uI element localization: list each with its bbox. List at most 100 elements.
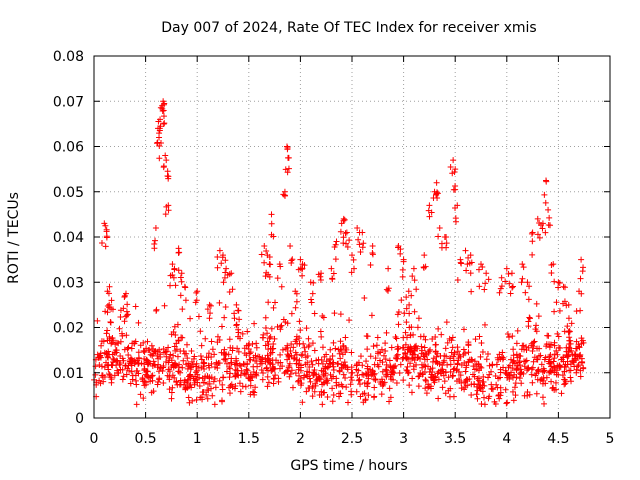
data-point	[425, 207, 432, 214]
data-point	[346, 317, 353, 324]
data-point	[153, 306, 160, 313]
data-point	[354, 372, 361, 379]
data-point	[344, 366, 351, 373]
data-point	[206, 315, 213, 322]
data-point	[316, 392, 323, 399]
data-point	[475, 375, 482, 382]
data-point	[336, 367, 343, 374]
data-point	[483, 270, 490, 277]
data-point	[529, 251, 536, 258]
data-point	[115, 370, 122, 377]
data-point	[511, 384, 518, 391]
data-point	[465, 358, 472, 365]
data-point	[274, 323, 281, 330]
data-point	[523, 343, 530, 350]
data-point	[427, 374, 434, 381]
data-point	[178, 270, 185, 277]
data-point	[342, 230, 349, 237]
data-point	[424, 356, 431, 363]
data-point	[337, 228, 344, 235]
data-point	[220, 279, 227, 286]
data-point	[419, 364, 426, 371]
data-point	[362, 396, 369, 403]
data-point	[519, 261, 526, 268]
data-point	[336, 350, 343, 357]
data-point	[206, 301, 213, 308]
data-point	[399, 355, 406, 362]
data-point	[169, 372, 176, 379]
data-point	[287, 348, 294, 355]
data-point	[383, 329, 390, 336]
data-point	[413, 286, 420, 293]
data-point	[394, 351, 401, 358]
data-point	[424, 363, 431, 370]
data-point	[502, 386, 509, 393]
data-point	[385, 287, 392, 294]
data-point	[207, 310, 214, 317]
data-point	[465, 349, 472, 356]
data-point	[128, 368, 135, 375]
data-point	[548, 262, 555, 269]
data-point	[530, 358, 537, 365]
data-point	[330, 391, 337, 398]
data-point	[374, 350, 381, 357]
y-tick-label: 0	[75, 411, 84, 427]
data-point	[575, 341, 582, 348]
data-point	[297, 367, 304, 374]
data-point	[147, 378, 154, 385]
data-point	[359, 371, 366, 378]
data-point	[117, 314, 124, 321]
data-point	[243, 342, 250, 349]
data-point	[218, 323, 225, 330]
data-point	[197, 353, 204, 360]
data-point	[154, 139, 161, 146]
data-point	[322, 364, 329, 371]
data-point	[264, 367, 271, 374]
data-point	[218, 260, 225, 267]
data-point	[285, 353, 292, 360]
data-point	[233, 362, 240, 369]
data-point	[407, 360, 414, 367]
data-point	[323, 377, 330, 384]
data-point	[406, 301, 413, 308]
data-point	[397, 361, 404, 368]
data-point	[199, 375, 206, 382]
data-point	[340, 217, 347, 224]
data-point	[363, 358, 370, 365]
data-point	[385, 265, 392, 272]
data-point	[297, 327, 304, 334]
data-point	[141, 382, 148, 389]
data-point	[285, 165, 292, 172]
data-point	[211, 401, 218, 408]
data-point	[201, 359, 208, 366]
data-point	[181, 350, 188, 357]
data-point	[574, 363, 581, 370]
data-point	[175, 337, 182, 344]
data-point	[264, 383, 271, 390]
data-point	[237, 388, 244, 395]
data-point	[320, 314, 327, 321]
data-point	[520, 264, 527, 271]
data-point	[250, 388, 257, 395]
data-point	[439, 384, 446, 391]
data-point	[405, 346, 412, 353]
data-point	[318, 333, 325, 340]
data-point	[187, 315, 194, 322]
data-point	[340, 371, 347, 378]
data-point	[239, 330, 246, 337]
data-point	[529, 347, 536, 354]
data-point	[540, 365, 547, 372]
data-point	[395, 244, 402, 251]
data-point	[311, 388, 318, 395]
data-point	[128, 355, 135, 362]
data-point	[324, 394, 331, 401]
data-point	[534, 231, 541, 238]
data-point	[214, 264, 221, 271]
data-point	[387, 394, 394, 401]
data-point	[169, 261, 176, 268]
data-point	[461, 359, 468, 366]
data-point	[568, 378, 575, 385]
data-point	[150, 358, 157, 365]
data-point	[452, 218, 459, 225]
data-point	[526, 314, 533, 321]
